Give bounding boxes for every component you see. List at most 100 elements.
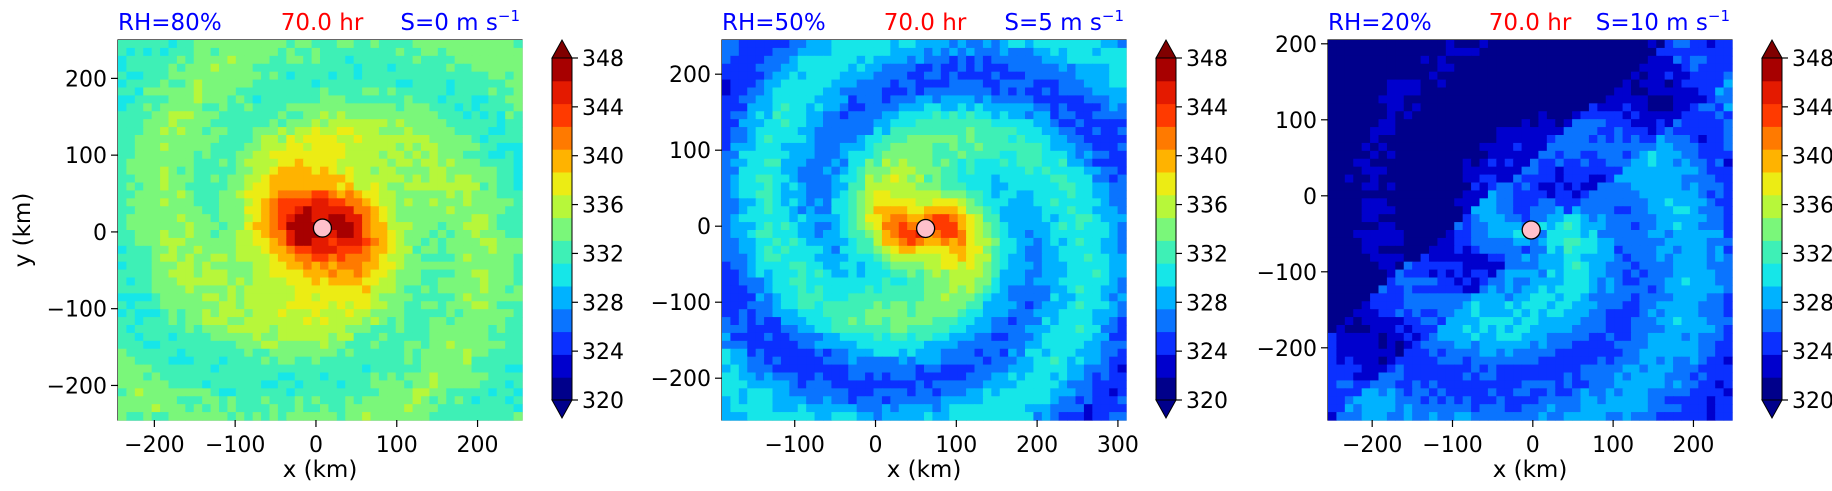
field-cell: [151, 127, 161, 136]
field-cell: [957, 214, 967, 223]
field-cell: [412, 190, 422, 199]
field-cell: [151, 253, 161, 263]
field-cell: [429, 380, 439, 389]
field-cell: [1033, 356, 1043, 366]
field-cell: [1092, 222, 1102, 231]
field-cell: [1100, 277, 1110, 287]
field-cell: [940, 40, 950, 49]
field-cell: [966, 103, 976, 112]
field-cell: [412, 150, 422, 160]
colorbar-segment: [1156, 377, 1176, 401]
field-cell: [412, 103, 422, 112]
field-cell: [957, 325, 967, 334]
field-cell: [999, 150, 1009, 160]
field-cell: [924, 245, 934, 255]
field-cell: [252, 245, 262, 255]
field-cell: [328, 412, 338, 421]
field-cell: [940, 135, 950, 144]
field-cell: [479, 214, 489, 223]
field-cell: [421, 174, 431, 184]
field-cell: [957, 71, 967, 81]
field-cell: [454, 135, 464, 144]
field-cell: [1487, 71, 1497, 81]
field-cell: [496, 364, 506, 374]
field-cell: [429, 309, 439, 318]
field-cell: [118, 222, 128, 231]
field-cell: [1025, 317, 1035, 326]
field-cell: [496, 253, 506, 263]
field-cell: [1033, 166, 1043, 176]
field-cell: [1050, 356, 1060, 366]
field-cell: [513, 103, 523, 112]
field-cell: [940, 404, 950, 413]
field-cell: [286, 198, 296, 207]
field-cell: [269, 261, 279, 271]
field-cell: [747, 230, 757, 239]
field-cell: [1025, 111, 1035, 120]
field-cell: [362, 237, 372, 247]
field-cell: [806, 277, 816, 287]
field-cell: [949, 111, 959, 120]
field-cell: [814, 332, 824, 342]
field-cell: [1689, 55, 1699, 65]
field-cell: [1597, 47, 1607, 57]
field-cell: [974, 317, 984, 326]
field-cell: [168, 150, 178, 160]
field-cell: [722, 309, 732, 318]
field-cell: [806, 237, 816, 247]
field-cell: [966, 135, 976, 144]
field-cell: [345, 127, 355, 136]
field-cell: [839, 87, 849, 97]
field-cell: [160, 325, 170, 334]
field-cell: [856, 63, 866, 73]
field-cell: [404, 412, 414, 421]
field-cell: [890, 142, 900, 152]
field-cell: [185, 372, 195, 382]
field-cell: [303, 348, 313, 358]
field-cell: [890, 372, 900, 382]
field-cell: [848, 182, 858, 192]
field-cell: [1117, 150, 1127, 160]
field-cell: [421, 63, 431, 73]
field-cell: [806, 190, 816, 199]
field-cell: [303, 182, 313, 192]
field-cell: [176, 87, 186, 97]
field-cell: [277, 261, 287, 271]
field-cell: [193, 182, 203, 192]
field-cell: [193, 230, 203, 239]
field-cell: [982, 95, 992, 104]
field-cell: [924, 40, 934, 49]
field-cell: [336, 245, 346, 255]
field-cell: [747, 237, 757, 247]
field-cell: [856, 111, 866, 120]
field-cell: [387, 214, 397, 223]
field-cell: [404, 182, 414, 192]
field-cell: [898, 222, 908, 231]
field-cell: [806, 253, 816, 263]
field-cell: [395, 135, 405, 144]
field-cell: [898, 237, 908, 247]
field-cell: [193, 412, 203, 421]
field-cell: [1058, 127, 1068, 136]
field-cell: [311, 309, 321, 318]
field-cell: [772, 127, 782, 136]
field-cell: [839, 55, 849, 65]
field-cell: [404, 135, 414, 144]
field-cell: [848, 127, 858, 136]
field-cell: [1075, 95, 1085, 104]
field-cell: [160, 63, 170, 73]
field-cell: [362, 245, 372, 255]
field-cell: [244, 190, 254, 199]
field-cell: [1025, 198, 1035, 207]
field-cell: [789, 166, 799, 176]
field-cell: [227, 325, 237, 334]
field-cell: [814, 119, 824, 128]
field-cell: [235, 285, 245, 294]
field-cell: [328, 150, 338, 160]
field-cell: [378, 63, 388, 73]
field-cell: [328, 127, 338, 136]
field-cell: [772, 119, 782, 128]
field-cell: [454, 95, 464, 104]
field-cell: [865, 325, 875, 334]
field-cell: [370, 206, 380, 215]
